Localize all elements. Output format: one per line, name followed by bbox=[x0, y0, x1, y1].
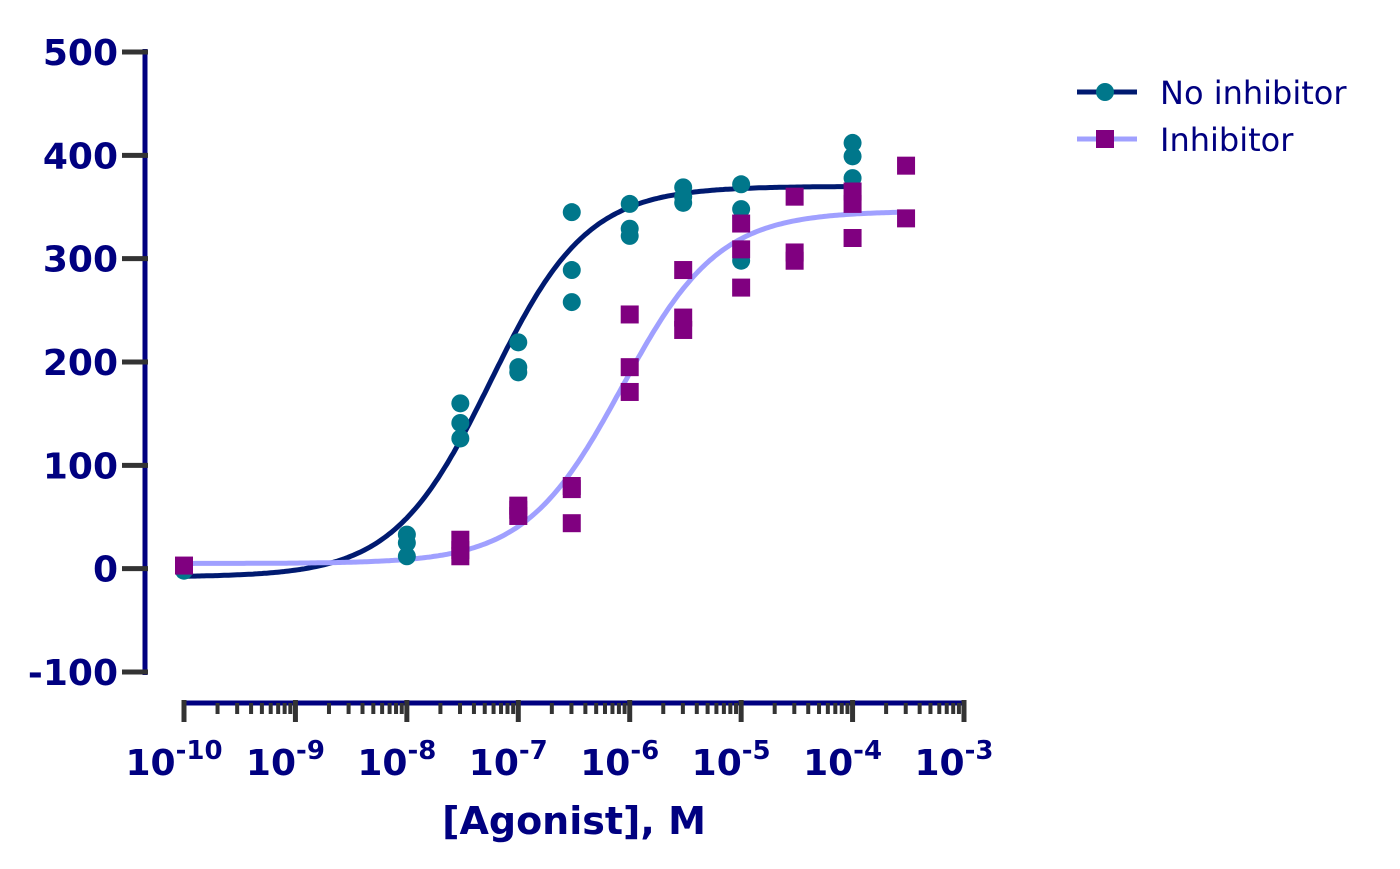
data-point-no-inhibitor bbox=[843, 133, 862, 152]
data-point-inhibitor bbox=[732, 214, 751, 233]
x-tick-label: 10-10 bbox=[125, 736, 222, 784]
data-point-inhibitor bbox=[785, 187, 804, 206]
y-tick-label: 400 bbox=[43, 136, 118, 177]
y-tick-label: 0 bbox=[93, 550, 118, 591]
data-point-no-inhibitor bbox=[620, 194, 639, 213]
data-point-no-inhibitor bbox=[397, 533, 416, 552]
data-point-inhibitor bbox=[843, 229, 862, 247]
data-point-inhibitor bbox=[451, 547, 470, 566]
data-point-inhibitor bbox=[785, 251, 804, 270]
data-point-inhibitor bbox=[674, 261, 693, 280]
fit-curve-inhibitor bbox=[184, 209, 907, 566]
data-point-no-inhibitor bbox=[843, 147, 862, 166]
data-point-no-inhibitor bbox=[451, 394, 470, 413]
data-points bbox=[175, 133, 916, 580]
x-tick-label: 10-8 bbox=[357, 736, 436, 784]
data-point-inhibitor bbox=[732, 278, 751, 297]
y-tick-label: 300 bbox=[43, 240, 118, 281]
legend-marker-circle bbox=[1096, 83, 1114, 101]
data-point-inhibitor bbox=[843, 194, 862, 213]
data-point-no-inhibitor bbox=[562, 293, 581, 312]
axes: -100 0 100 200 300 400 500 10-10 10-9 10-8 10-7 10-… bbox=[28, 33, 994, 784]
x-tick-label: 10-4 bbox=[803, 736, 882, 784]
y-tick-label: 100 bbox=[43, 446, 118, 487]
data-point-no-inhibitor bbox=[451, 429, 470, 448]
data-point-inhibitor bbox=[674, 320, 693, 339]
data-point-inhibitor bbox=[620, 382, 639, 401]
data-point-inhibitor bbox=[175, 556, 193, 575]
data-point-no-inhibitor bbox=[674, 193, 693, 212]
data-point-inhibitor bbox=[562, 514, 581, 533]
data-point-inhibitor bbox=[897, 156, 916, 175]
data-point-inhibitor bbox=[897, 209, 916, 228]
y-tick-label: 200 bbox=[43, 343, 118, 384]
x-tick-label: 10-3 bbox=[915, 736, 994, 784]
data-point-inhibitor bbox=[620, 358, 639, 377]
y-tick-label: 500 bbox=[43, 33, 118, 74]
data-point-no-inhibitor bbox=[562, 261, 581, 280]
data-point-no-inhibitor bbox=[562, 203, 581, 222]
x-axis-label: [Agonist], M bbox=[442, 799, 706, 843]
x-tick-label: 10-5 bbox=[692, 736, 771, 784]
y-tick-label: -100 bbox=[28, 653, 118, 694]
legend-label: No inhibitor bbox=[1160, 74, 1347, 112]
data-point-no-inhibitor bbox=[732, 175, 751, 194]
data-point-no-inhibitor bbox=[397, 547, 416, 566]
data-point-inhibitor bbox=[562, 480, 581, 499]
data-point-no-inhibitor bbox=[732, 200, 751, 219]
data-point-no-inhibitor bbox=[620, 226, 639, 245]
x-tick-label: 10-7 bbox=[469, 736, 548, 784]
data-point-inhibitor bbox=[509, 506, 528, 525]
data-point-no-inhibitor bbox=[451, 413, 470, 432]
data-point-no-inhibitor bbox=[509, 333, 528, 352]
data-point-no-inhibitor bbox=[509, 363, 528, 382]
data-point-inhibitor bbox=[732, 240, 751, 259]
x-tick-label: 10-6 bbox=[580, 736, 659, 784]
data-point-inhibitor bbox=[620, 305, 639, 324]
legend-label: Inhibitor bbox=[1160, 121, 1294, 159]
legend-marker-square bbox=[1096, 130, 1114, 148]
x-tick-label: 10-9 bbox=[246, 736, 325, 784]
legend: No inhibitor Inhibitor bbox=[1077, 74, 1347, 159]
